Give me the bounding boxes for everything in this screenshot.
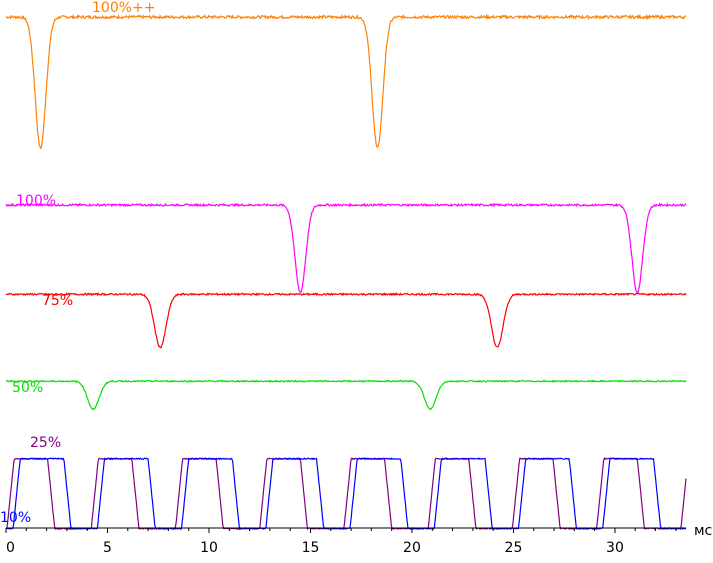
series-label-5: 10% [0,510,31,526]
series-line-5 [5,457,687,531]
series-label-4: 25% [30,435,61,451]
x-tick-label-3: 15 [302,540,320,556]
x-tick-label-4: 20 [403,540,421,556]
x-unit-label: мс [694,523,712,539]
series-label-3: 50% [12,380,43,396]
series-label-2: 75% [42,293,73,309]
series-line-0 [5,13,687,150]
series-line-2 [5,292,687,349]
series-label-1: 100% [16,193,56,209]
x-ticks: 0 5 10 15 20 25 30 [5,528,677,556]
series-line-4 [5,457,687,531]
series-label-0: 100%++ [92,0,156,16]
series-layer [5,13,687,531]
x-tick-label-6: 30 [606,540,624,556]
x-tick-label-1: 5 [103,540,112,556]
series-labels: 100%++ 100% 75% 50% 25% 10% [0,0,156,526]
x-tick-label-5: 25 [505,540,523,556]
series-line-3 [5,379,687,411]
x-axis: 0 5 10 15 20 25 30 мс [5,523,712,556]
series-line-1 [5,202,687,295]
x-tick-label-0: 0 [6,540,15,556]
x-tick-label-2: 10 [200,540,218,556]
